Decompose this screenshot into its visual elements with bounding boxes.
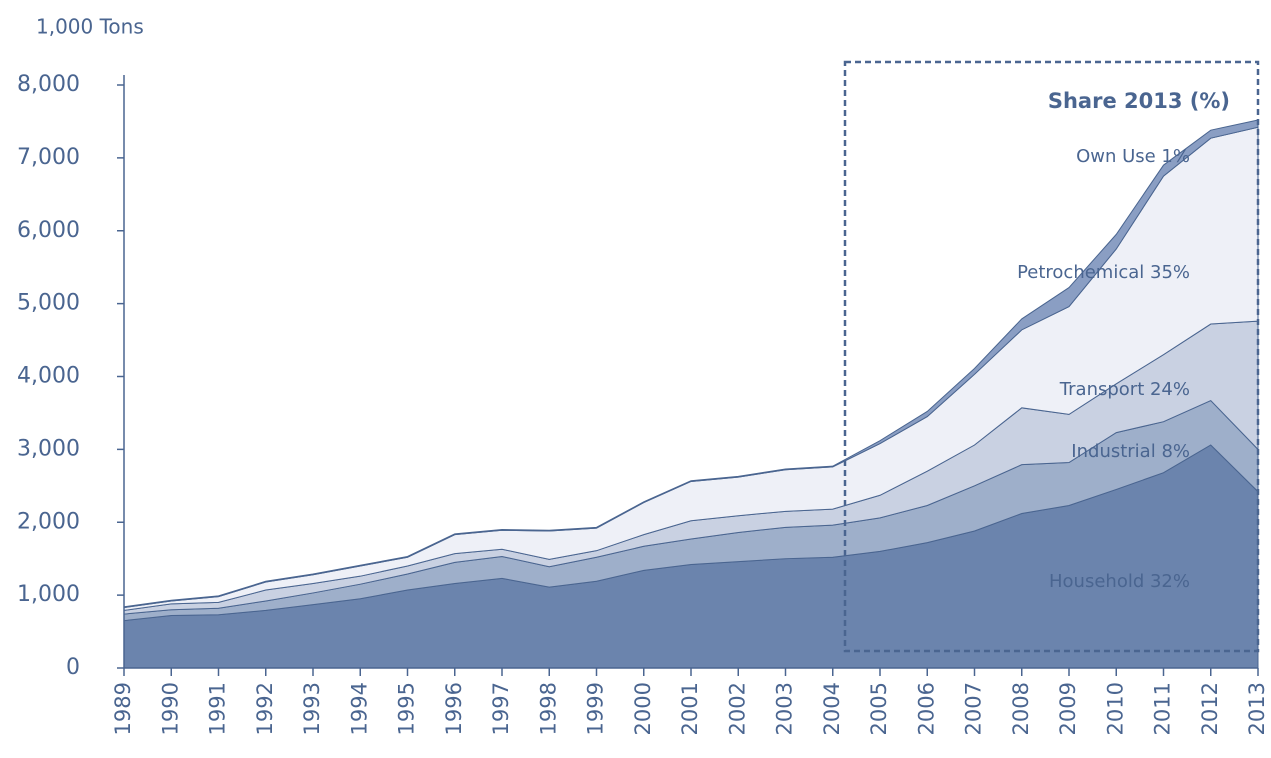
x-tick-label: 1991: [206, 682, 230, 735]
x-tick-label: 1992: [253, 682, 277, 735]
x-tick-label: 2006: [914, 682, 938, 735]
series-label: Petrochemical 35%: [1017, 262, 1190, 283]
x-tick-label: 1998: [536, 682, 560, 735]
x-tick-label: 1990: [158, 682, 182, 735]
x-tick-label: 2012: [1198, 682, 1222, 735]
x-tick-label: 2008: [1009, 682, 1033, 735]
y-tick-label: 4,000: [17, 364, 80, 389]
area: [123, 119, 1259, 609]
x-tick-label: 2007: [962, 682, 986, 735]
x-tick-label: 2001: [678, 682, 702, 735]
y-tick-label: 2,000: [17, 509, 80, 534]
x-tick-label: 1999: [584, 682, 608, 735]
y-tick-label: 6,000: [17, 218, 80, 243]
series-label: Transport 24%: [1059, 379, 1190, 400]
x-tick-label: 2005: [867, 682, 891, 735]
series-label: Industrial 8%: [1071, 441, 1190, 462]
y-tick-label: 7,000: [17, 145, 80, 170]
y-tick-label: 1,000: [17, 582, 80, 607]
series-label: Own Use 1%: [1076, 146, 1190, 167]
x-tick-label: 1994: [347, 682, 371, 735]
y-tick-label: 3,000: [17, 436, 80, 461]
x-tick-label: 2009: [1056, 682, 1080, 735]
x-tick-label: 1995: [395, 682, 419, 735]
x-tick-label: 2002: [725, 682, 749, 735]
x-tick-label: 1989: [111, 682, 135, 735]
unit-label: 1,000 Tons: [36, 15, 144, 39]
y-tick-label: 0: [66, 655, 80, 680]
x-tick-label: 2010: [1103, 682, 1127, 735]
series-label: Household 32%: [1049, 571, 1190, 592]
y-tick-label: 5,000: [17, 291, 80, 316]
x-tick-label: 1993: [300, 682, 324, 735]
x-tick-label: 2013: [1245, 682, 1269, 735]
x-tick-label: 2011: [1151, 682, 1175, 735]
x-tick-label: 2003: [773, 682, 797, 735]
x-tick-label: 1997: [489, 682, 513, 735]
annotation: Share 2013 (%): [1048, 89, 1230, 113]
x-tick-label: 1996: [442, 682, 466, 735]
y-tick-label: 8,000: [17, 72, 80, 97]
x-tick-label: 2004: [820, 682, 844, 735]
x-tick-label: 2000: [631, 682, 655, 735]
